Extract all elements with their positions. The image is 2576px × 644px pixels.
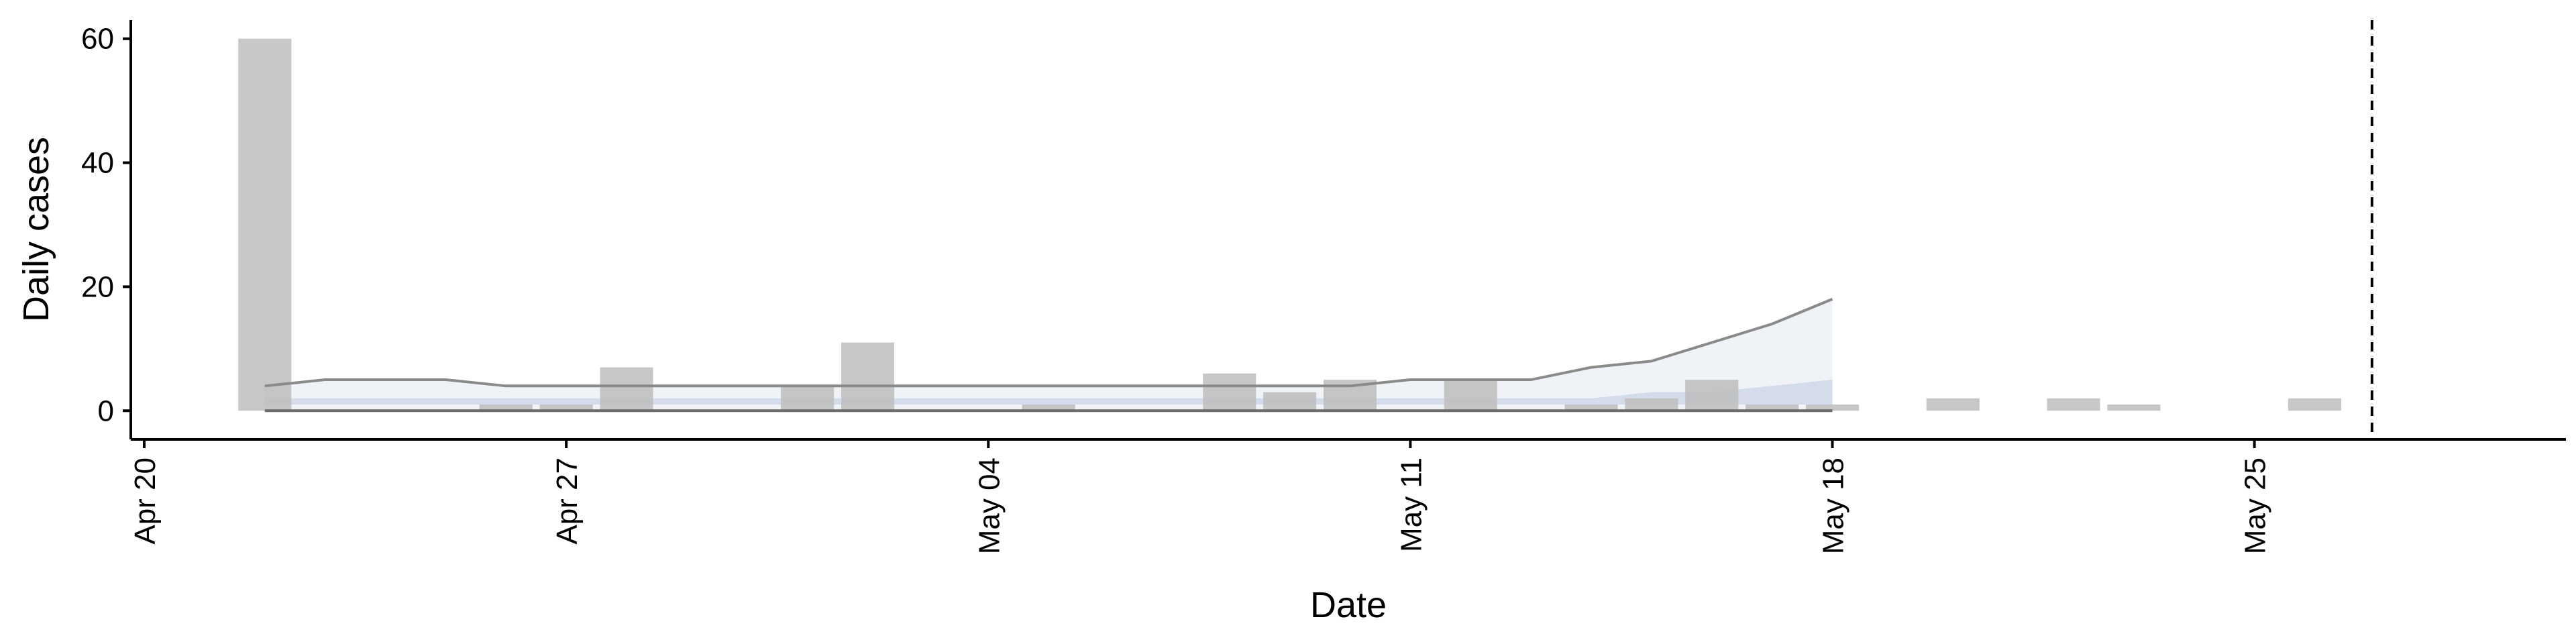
bar (1564, 405, 1618, 411)
y-axis-title: Daily cases (16, 137, 56, 322)
axes (129, 20, 2566, 441)
y-tick-label: 0 (98, 394, 114, 427)
bar (2107, 405, 2161, 411)
bar (2047, 398, 2100, 411)
x-tick-label: May 04 (973, 458, 1006, 554)
x-tick-label: May 25 (2239, 458, 2272, 554)
estimate-band-layer (264, 299, 1833, 411)
bar (1926, 398, 1980, 411)
y-tick-label: 60 (81, 23, 114, 56)
outer-estimate-ribbon (264, 299, 1833, 411)
x-tick-label: May 18 (1817, 458, 1850, 554)
y-tick-label: 20 (81, 270, 114, 303)
bar (1444, 380, 1497, 411)
bar-layer (238, 38, 2342, 411)
bar (600, 367, 653, 411)
estimate-line-layer (264, 298, 1833, 413)
bar (539, 405, 593, 411)
bar (238, 38, 292, 411)
bar (1685, 380, 1739, 411)
bar (1263, 392, 1317, 411)
x-tick-label: May 11 (1395, 458, 1428, 552)
x-tick-label: Apr 27 (551, 458, 584, 545)
bar (479, 405, 533, 411)
bar (1625, 398, 1678, 411)
bar (841, 342, 895, 411)
tick-layer: 0 20 40 60 Apr 20 Apr 27 May 04 May 11 May 18 May… (81, 23, 2272, 555)
y-tick-label: 40 (81, 147, 114, 180)
bar (1805, 405, 1860, 411)
bar (1203, 373, 1256, 411)
bar (781, 386, 835, 411)
bar (1746, 405, 1799, 411)
x-tick-label: Apr 20 (129, 458, 162, 545)
x-axis-title: Date (1310, 585, 1387, 625)
bar (2288, 398, 2342, 411)
upper-bound-line (264, 298, 1833, 388)
bar (1022, 405, 1075, 411)
